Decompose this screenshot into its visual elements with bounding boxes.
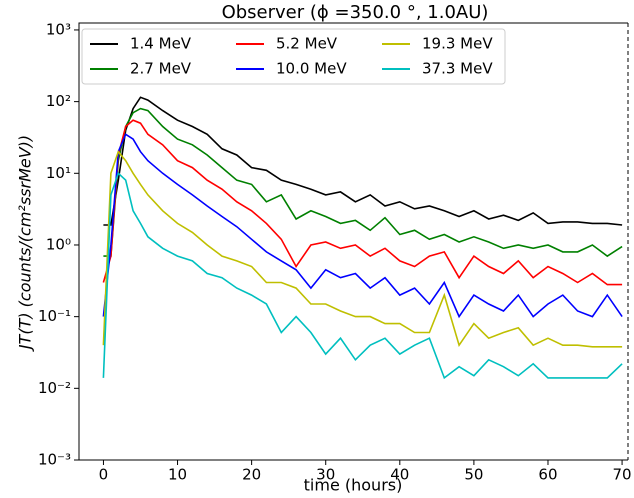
axes-frame — [78, 22, 628, 461]
x-tick-label: 20 — [242, 466, 261, 484]
series-line — [103, 96, 623, 226]
x-tick-label: 70 — [613, 466, 632, 484]
series-line — [102, 171, 623, 380]
y-tick-label: 10⁰ — [46, 235, 71, 253]
x-tick-label: 10 — [168, 466, 187, 484]
y-tick-label: 10⁻¹ — [38, 307, 71, 325]
x-tick-label: 30 — [316, 466, 335, 484]
x-tick-label: 50 — [464, 466, 483, 484]
x-tick-label: 60 — [538, 466, 557, 484]
legend-label: 37.3 MeV — [422, 60, 493, 78]
series-line — [102, 150, 623, 348]
legend-label: 10.0 MeV — [276, 60, 347, 78]
y-tick-label: 10³ — [46, 20, 71, 38]
y-tick-label: 10⁻³ — [38, 451, 71, 469]
y-axis-label: JT(T) (counts/(cm²ssrMeV)) — [16, 135, 35, 352]
y-tick-label: 10² — [46, 92, 71, 110]
y-tick-label: 10⁻² — [38, 379, 71, 397]
series-line — [102, 119, 623, 286]
series-line — [103, 107, 623, 258]
legend-label: 1.4 MeV — [130, 35, 192, 53]
x-axis-label: time (hours) — [304, 476, 403, 495]
chart-title: Observer (ϕ =350.0 °, 1.0AU) — [222, 2, 489, 23]
series-line — [102, 133, 623, 319]
legend-label: 5.2 MeV — [276, 35, 338, 53]
x-tick-label: 40 — [390, 466, 409, 484]
legend-label: 19.3 MeV — [422, 35, 493, 53]
legend-box — [81, 28, 506, 85]
y-tick-label: 10¹ — [46, 164, 71, 182]
x-tick-label: 0 — [99, 466, 109, 484]
legend-label: 2.7 MeV — [130, 60, 192, 78]
